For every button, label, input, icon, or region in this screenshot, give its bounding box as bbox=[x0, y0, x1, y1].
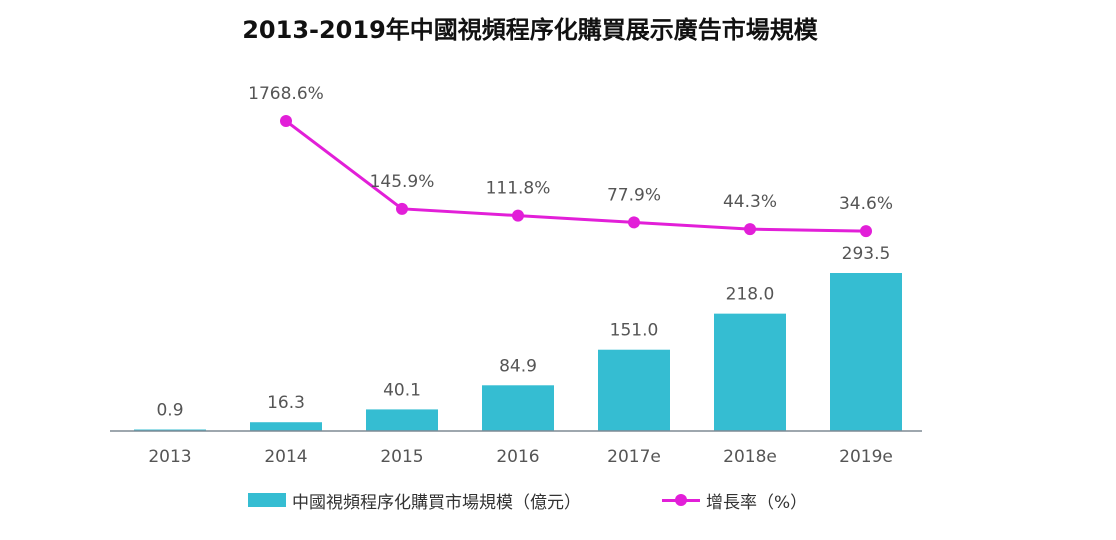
growth-rate-point-2016 bbox=[512, 209, 524, 222]
bar-value-label-2015: 40.1 bbox=[383, 380, 421, 400]
x-tick-label-2013: 2013 bbox=[148, 447, 191, 467]
legend: 中國視頻程序化購買市場規模（億元） 增長率（%） bbox=[0, 486, 1116, 514]
growth-rate-point-2018e bbox=[744, 223, 756, 236]
bar-2016 bbox=[482, 385, 554, 431]
growth-rate-point-2019e bbox=[860, 225, 872, 238]
legend-label-bar: 中國視頻程序化購買市場規模（億元） bbox=[292, 492, 581, 513]
x-tick-labels: 2013 2014 2015 2016 2017e 2018e 2019e bbox=[148, 447, 893, 467]
x-tick-label-2019e: 2019e bbox=[839, 447, 893, 467]
bar-value-label-2016: 84.9 bbox=[499, 356, 537, 376]
x-tick-label-2017e: 2017e bbox=[607, 447, 661, 467]
growth-rate-label-2019e: 34.6% bbox=[839, 194, 893, 214]
bar-value-label-2018e: 218.0 bbox=[726, 285, 775, 305]
growth-rate-point-2015 bbox=[396, 202, 408, 215]
legend-item-bar: 中國視頻程序化購買市場規模（億元） bbox=[248, 486, 581, 514]
x-tick-label-2014: 2014 bbox=[264, 447, 307, 467]
growth-rate-label-2015: 145.9% bbox=[370, 172, 435, 192]
growth-rate-point-2014 bbox=[280, 115, 292, 127]
bar-2014 bbox=[250, 422, 322, 431]
bar-value-label-2017e: 151.0 bbox=[610, 321, 659, 341]
bars-layer: 0.9 16.3 40.1 84.9 151.0 218.0 293.5 bbox=[134, 244, 902, 431]
x-tick-label-2016: 2016 bbox=[496, 447, 539, 467]
bar-value-label-2013: 0.9 bbox=[156, 401, 183, 421]
chart-title: 2013-2019年中國視頻程序化購買展示廣告市場規模 bbox=[242, 16, 818, 44]
growth-rate-label-2014: 1768.6% bbox=[248, 84, 324, 104]
legend-bar-swatch bbox=[248, 493, 286, 507]
line-layer: 1768.6% 145.9% 111.8% 77.9% 44.3% 34.6% bbox=[248, 84, 893, 238]
bar-2019e bbox=[830, 273, 902, 431]
legend-label-line: 增長率（%） bbox=[706, 492, 808, 513]
legend-line-swatch bbox=[662, 493, 700, 507]
x-tick-label-2018e: 2018e bbox=[723, 447, 777, 467]
growth-rate-label-2018e: 44.3% bbox=[723, 192, 777, 212]
growth-rate-point-2017e bbox=[628, 216, 640, 229]
x-tick-label-2015: 2015 bbox=[380, 447, 423, 467]
growth-rate-label-2017e: 77.9% bbox=[607, 185, 661, 205]
bar-2017e bbox=[598, 349, 670, 431]
legend-item-line: 增長率（%） bbox=[662, 486, 807, 514]
bar-2018e bbox=[714, 313, 786, 431]
bar-2015 bbox=[366, 409, 438, 431]
bar-value-label-2019e: 293.5 bbox=[842, 244, 891, 264]
growth-rate-line bbox=[285, 119, 867, 233]
bar-value-label-2014: 16.3 bbox=[267, 393, 305, 413]
growth-rate-label-2016: 111.8% bbox=[486, 179, 551, 199]
